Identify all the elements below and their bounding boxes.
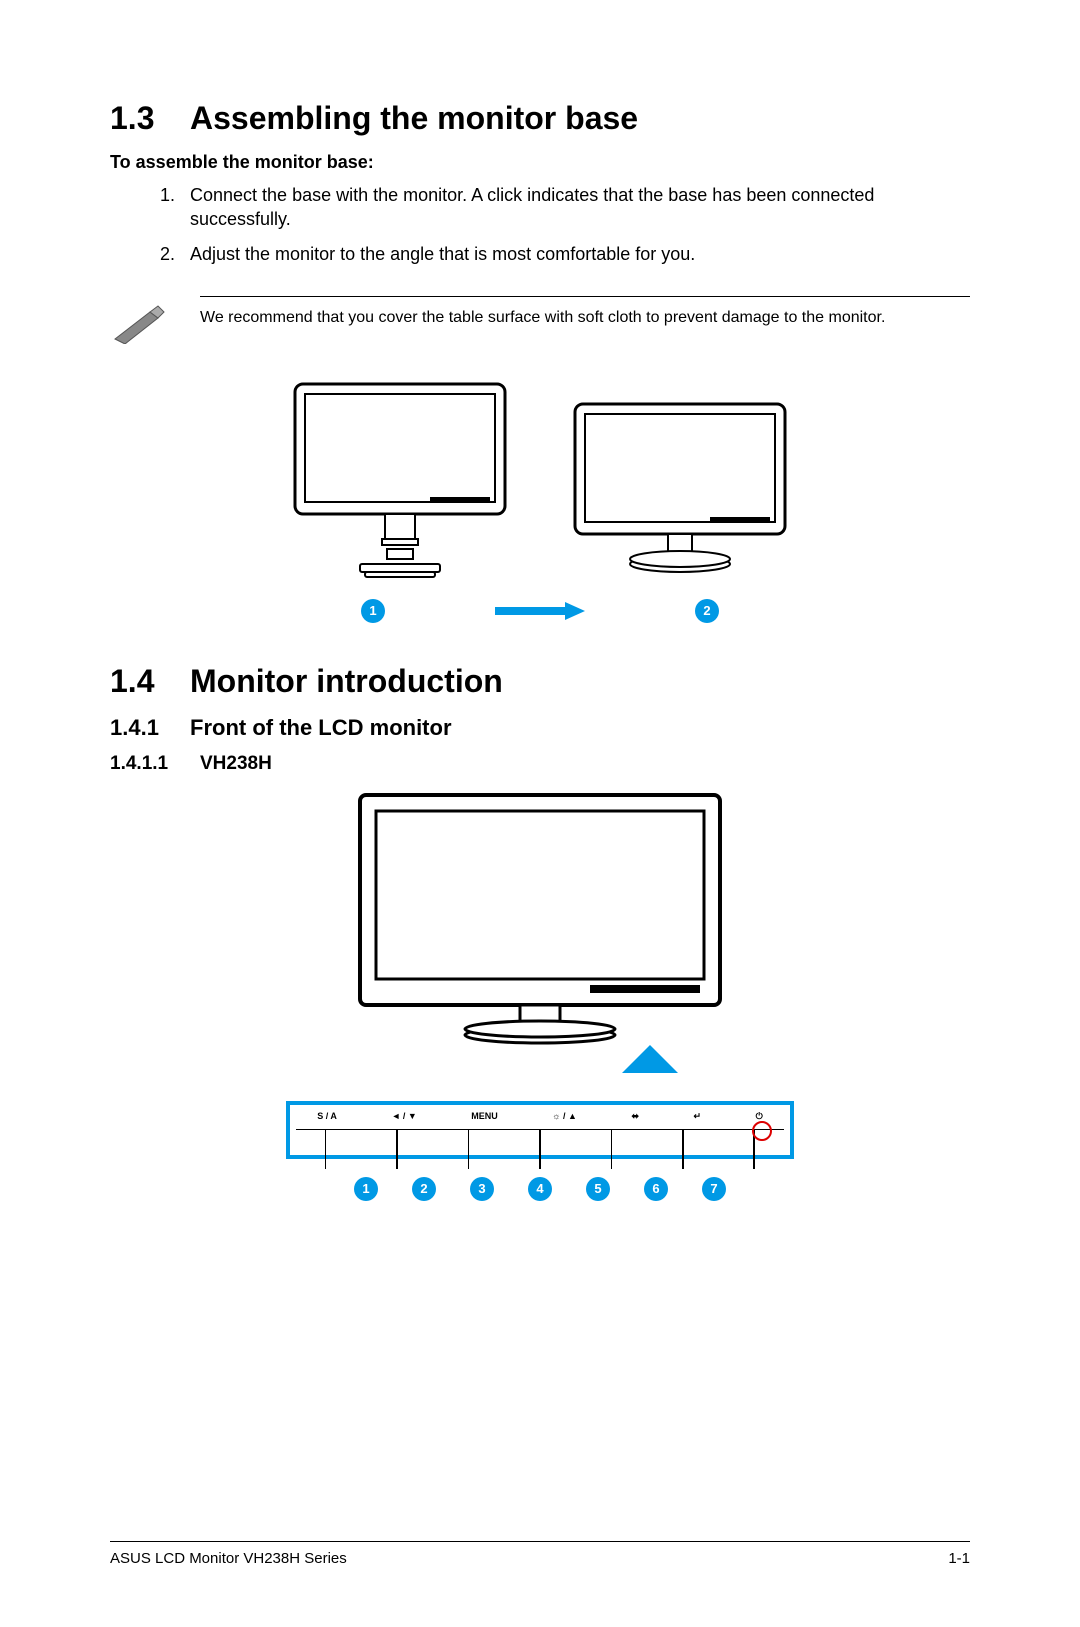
- panel-label-3: MENU: [471, 1111, 498, 1122]
- section-1-3-heading: 1.3 Assembling the monitor base: [110, 100, 970, 137]
- front-monitor-figure: S / A ◄ / ▼ MENU ☼ / ▲ ⬌ ↵ ⏻ 1 2 3 4 5 6…: [110, 785, 970, 1201]
- panel-label-1: S / A: [317, 1111, 337, 1122]
- monitor-before: [290, 379, 510, 579]
- button-circle-2: 2: [412, 1177, 436, 1201]
- note-text: We recommend that you cover the table su…: [200, 307, 970, 329]
- step-1: 1. Connect the base with the monitor. A …: [160, 183, 970, 232]
- button-circle-1: 1: [354, 1177, 378, 1201]
- button-circle-3: 3: [470, 1177, 494, 1201]
- button-circle-6: 6: [644, 1177, 668, 1201]
- assembly-figure: [110, 379, 970, 579]
- step-circle-2: 2: [695, 599, 719, 623]
- subsubsection-title: VH238H: [200, 753, 272, 775]
- subsection-title: Front of the LCD monitor: [190, 715, 452, 741]
- button-circle-5: 5: [586, 1177, 610, 1201]
- arrow-right-icon: [495, 602, 585, 620]
- monitor-after: [570, 399, 790, 579]
- button-number-circles: 1 2 3 4 5 6 7: [354, 1177, 726, 1201]
- step-2: 2. Adjust the monitor to the angle that …: [160, 242, 970, 266]
- panel-label-4: ☼ / ▲: [552, 1111, 577, 1122]
- section-number: 1.3: [110, 100, 190, 137]
- assembly-step-markers: 1 2: [110, 599, 970, 623]
- panel-tick-lines: [290, 1129, 790, 1169]
- assembly-steps: 1. Connect the base with the monitor. A …: [110, 183, 970, 266]
- subsubsection-number: 1.4.1.1: [110, 753, 200, 775]
- button-circle-4: 4: [528, 1177, 552, 1201]
- power-led-highlight: [752, 1121, 772, 1141]
- panel-label-2: ◄ / ▼: [391, 1111, 416, 1122]
- step-circle-1: 1: [361, 599, 385, 623]
- footer-left: ASUS LCD Monitor VH238H Series: [110, 1550, 347, 1567]
- panel-label-5: ⬌: [631, 1111, 639, 1122]
- panel-label-6: ↵: [694, 1111, 702, 1122]
- monitor-front-icon: [350, 785, 730, 1045]
- section-title: Monitor introduction: [190, 663, 503, 700]
- assemble-intro: To assemble the monitor base:: [110, 152, 970, 173]
- section-1-4-1-1-heading: 1.4.1.1 VH238H: [110, 753, 970, 775]
- panel-button-labels: S / A ◄ / ▼ MENU ☼ / ▲ ⬌ ↵ ⏻: [290, 1111, 790, 1122]
- section-1-4-1-heading: 1.4.1 Front of the LCD monitor: [110, 715, 970, 741]
- pen-note-icon: [110, 296, 200, 349]
- subsection-number: 1.4.1: [110, 715, 190, 741]
- callout-triangle-icon: [622, 1045, 678, 1073]
- page-footer: ASUS LCD Monitor VH238H Series 1-1: [110, 1541, 970, 1567]
- note-rule: [200, 296, 970, 297]
- button-panel-callout: S / A ◄ / ▼ MENU ☼ / ▲ ⬌ ↵ ⏻: [286, 1101, 794, 1159]
- button-circle-7: 7: [702, 1177, 726, 1201]
- footer-right: 1-1: [948, 1550, 970, 1567]
- section-1-4-heading: 1.4 Monitor introduction: [110, 663, 970, 700]
- section-number: 1.4: [110, 663, 190, 700]
- note-box: We recommend that you cover the table su…: [110, 296, 970, 349]
- section-title: Assembling the monitor base: [190, 100, 638, 137]
